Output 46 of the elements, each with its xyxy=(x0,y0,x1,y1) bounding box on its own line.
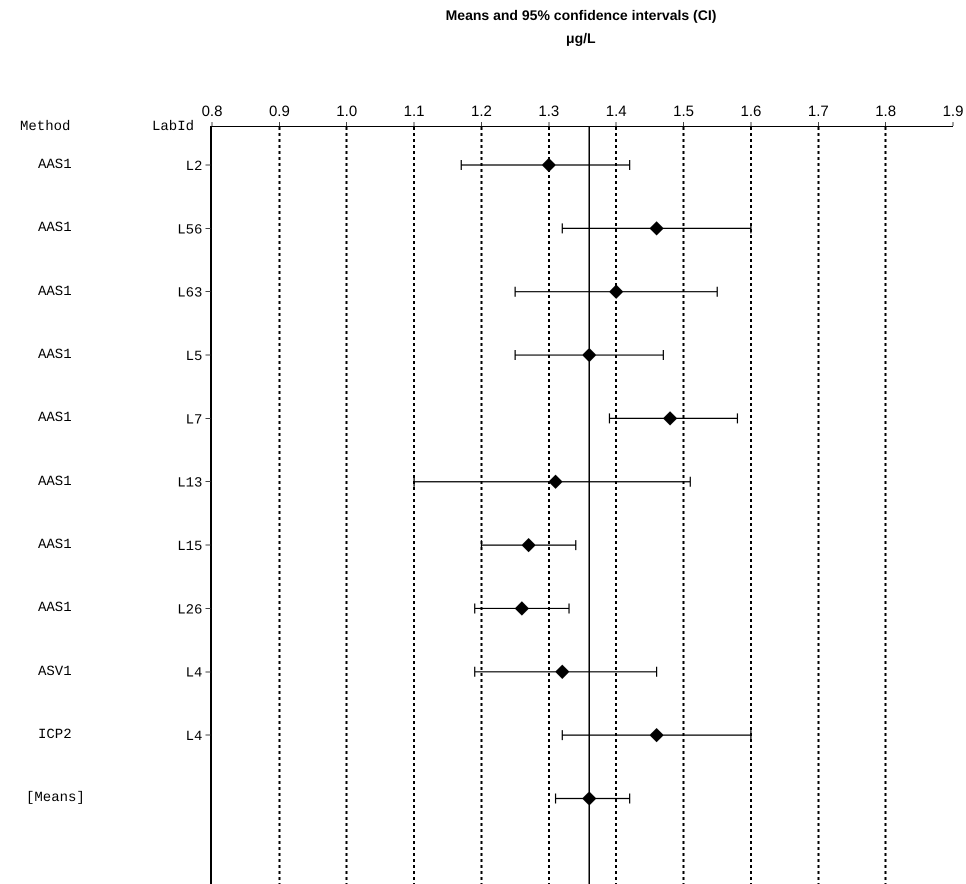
x-tick-label: 1.4 xyxy=(606,103,627,120)
y2-tick-label: AAS1 xyxy=(38,474,72,490)
y2-tick-label: AAS1 xyxy=(38,410,72,426)
y-tick-label: L2 xyxy=(186,158,202,175)
y2-tick-label: AAS1 xyxy=(38,157,72,173)
x-tick-label: 0.8 xyxy=(202,103,222,120)
point xyxy=(609,284,624,299)
y2-tick-label: AAS1 xyxy=(38,600,72,616)
y-tick-label: L13 xyxy=(177,476,202,492)
y2-tick-label: AAS1 xyxy=(38,537,72,553)
x-tick-label: 1.0 xyxy=(336,103,358,120)
y2-tick-label: ICP2 xyxy=(38,727,72,743)
point xyxy=(514,601,530,616)
y-tick-label: L4 xyxy=(186,729,202,746)
y-tick-label: L5 xyxy=(186,348,202,365)
text: Method xyxy=(20,119,70,135)
x-tick-label: 0.9 xyxy=(268,103,290,120)
y-tick-label: L63 xyxy=(177,286,202,302)
x-tick-label: 1.2 xyxy=(471,103,492,120)
point xyxy=(662,411,678,426)
x-tick-label: 1.6 xyxy=(740,103,762,120)
x-tick-label: 1.7 xyxy=(808,103,829,120)
point xyxy=(555,664,570,679)
y-tick-label: L7 xyxy=(186,412,202,428)
y-tick-label: L56 xyxy=(177,222,202,238)
x-tick-label: 1.9 xyxy=(942,103,964,120)
point xyxy=(649,728,664,742)
point xyxy=(521,538,536,552)
x-tick-label: 1.1 xyxy=(404,103,425,120)
point xyxy=(542,158,556,172)
chart-title: Means and 95% confidence intervals (CI) xyxy=(446,6,716,23)
y2-tick-label: AAS1 xyxy=(38,347,72,363)
y-axis-title: LabId xyxy=(152,119,194,135)
y2-tick-label: ASV1 xyxy=(38,664,72,680)
x-tick-label: 1.5 xyxy=(673,103,694,120)
y-tick-label: L15 xyxy=(177,538,202,555)
x-tick-label: 1.3 xyxy=(538,103,560,120)
y-tick-label: L26 xyxy=(177,602,202,618)
y2-tick-label: [Means] xyxy=(26,790,85,806)
point xyxy=(649,221,664,236)
point xyxy=(548,474,563,489)
y2-tick-label: AAS1 xyxy=(38,220,72,236)
y-tick-label: L4 xyxy=(186,666,202,682)
x-axis-title: μg/L xyxy=(566,30,596,46)
y2-tick-label: AAS1 xyxy=(38,284,72,300)
x-tick-label: 1.8 xyxy=(875,103,896,120)
